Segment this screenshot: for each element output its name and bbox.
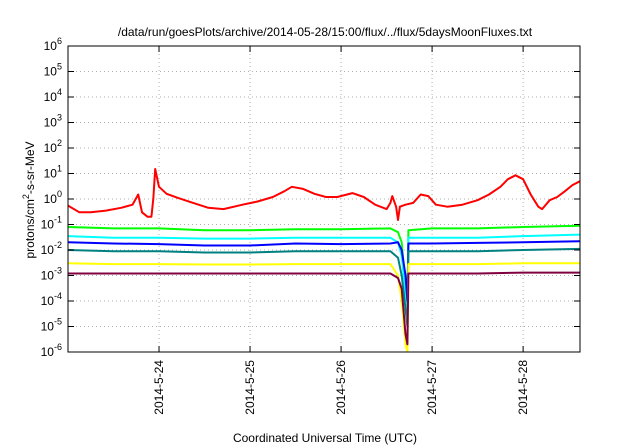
y-axis-label: protons/cm2-s-sr-MeV: [21, 141, 37, 258]
x-tick-label: 2014-5-24: [152, 360, 166, 415]
y-tick-label: 10-3: [41, 266, 62, 283]
y-tick-label: 10-5: [41, 317, 62, 334]
y-tick-label: 10-2: [41, 240, 62, 257]
series-line-1: [68, 168, 580, 221]
x-tick-label: 2014-5-27: [425, 360, 439, 415]
y-tick-label: 106: [44, 36, 62, 53]
x-axis-ticks: 2014-5-24 2014-5-25 2014-5-26 2014-5-27 2014…: [152, 46, 530, 415]
y-tick-label: 105: [44, 62, 62, 79]
y-tick-label: 10-4: [41, 291, 62, 308]
series-line-7: [68, 271, 580, 346]
x-tick-label: 2014-5-26: [334, 360, 348, 415]
x-tick-label: 2014-5-25: [243, 360, 257, 415]
series-line-4: [68, 240, 580, 302]
y-tick-label: 102: [44, 138, 62, 155]
y-tick-label: 101: [44, 164, 62, 181]
series-line-2: [68, 224, 580, 302]
grid: [68, 46, 580, 352]
y-tick-label: 10-6: [41, 342, 62, 359]
y-tick-label: 10-1: [41, 215, 62, 232]
y-tick-label: 103: [44, 113, 62, 130]
series-line-3: [68, 233, 580, 310]
series-layer: [68, 168, 580, 352]
x-tick-label: 2014-5-28: [516, 360, 530, 415]
series-line-6: [68, 262, 580, 352]
series-line-5: [68, 247, 580, 328]
y-axis-ticks: 10-6 10-5 10-4 10-3 10-2 10-1 100 101 102 103 104 1…: [41, 36, 580, 359]
y-tick-label: 104: [44, 87, 62, 104]
chart-title: /data/run/goesPlots/archive/2014-05-28/1…: [118, 25, 533, 39]
y-tick-label: 100: [44, 189, 62, 206]
x-axis-label: Coordinated Universal Time (UTC): [233, 431, 417, 445]
